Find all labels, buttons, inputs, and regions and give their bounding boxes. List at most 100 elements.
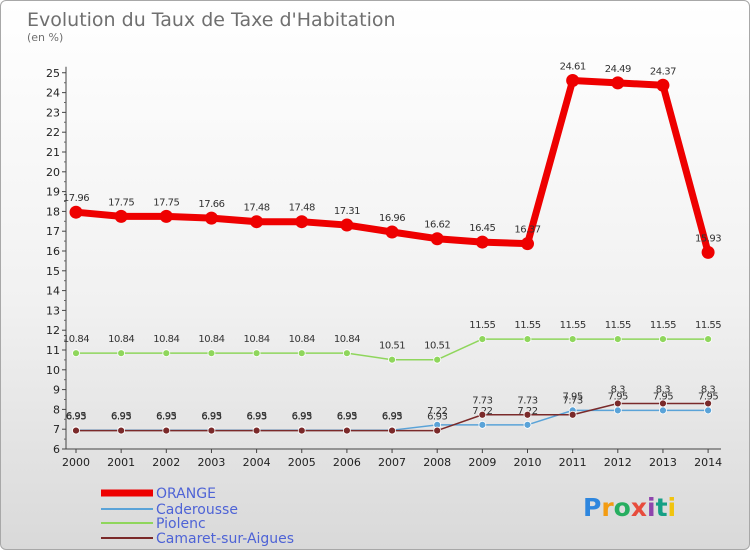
logo-text: Proxiti: [583, 493, 676, 522]
data-point: [385, 225, 399, 239]
data-label: 6.93: [246, 412, 266, 423]
data-point: [162, 426, 171, 435]
series-orange: 17.96 17.75 17.75 17.66 17.48 17.48 17.31 16.96…: [63, 62, 722, 259]
data-label: 6.95: [292, 411, 312, 422]
data-label: 6.95: [201, 411, 221, 422]
data-point: [297, 426, 306, 435]
y-tick-label: 19: [46, 186, 60, 199]
data-label: 16.45: [469, 223, 495, 234]
data-label: 11.55: [695, 320, 721, 331]
legend-item: Caderousse: [101, 502, 238, 518]
x-tick-label: 2007: [378, 456, 406, 469]
data-label: 7.73: [517, 396, 537, 407]
x-tick-label: 2010: [514, 456, 542, 469]
data-label: 6.95: [382, 411, 402, 422]
data-label: 10.84: [108, 334, 134, 345]
data-label: 8.3: [656, 384, 671, 395]
data-point: [478, 335, 487, 344]
legend-label: ORANGE: [156, 486, 216, 502]
y-tick-label: 11: [46, 344, 60, 357]
data-label: 10.84: [63, 334, 89, 345]
data-point: [613, 399, 622, 408]
data-point: [613, 335, 622, 344]
legend-label: Caderousse: [156, 502, 238, 518]
y-tick-label: 12: [46, 324, 60, 337]
legend-item: Camaret-sur-Aigues: [101, 531, 294, 547]
data-point: [475, 235, 489, 249]
data-point: [252, 426, 261, 435]
data-label: 6.93: [292, 412, 312, 423]
data-label: 7.73: [563, 396, 583, 407]
data-label: 17.75: [108, 197, 134, 208]
proxiti-logo: Proxiti: [583, 493, 676, 522]
data-point: [704, 406, 712, 415]
x-tick-label: 2005: [288, 456, 316, 469]
x-tick-label: 2014: [694, 456, 722, 469]
x-tick-label: 2006: [333, 456, 361, 469]
data-label: 15.93: [695, 233, 721, 244]
data-label: 7.95: [698, 391, 718, 402]
y-tick-label: 22: [46, 126, 60, 139]
data-label: 17.96: [63, 193, 89, 204]
data-label: 7.22: [427, 406, 447, 417]
data-point: [72, 349, 80, 358]
data-point: [523, 410, 532, 419]
x-tick-label: 2009: [468, 456, 496, 469]
data-point: [478, 410, 487, 419]
data-point: [388, 355, 396, 364]
data-point: [704, 399, 712, 408]
data-label: 6.93: [427, 412, 447, 423]
data-point: [521, 237, 534, 251]
data-point: [207, 426, 216, 435]
chart-title: Evolution du Taux de Taxe d'Habitation: [27, 9, 396, 31]
data-label: 10.84: [198, 334, 224, 345]
data-label: 16.96: [379, 213, 405, 224]
data-point: [701, 245, 715, 259]
chart-subtitle: (en %): [27, 31, 63, 44]
legend-label: Camaret-sur-Aigues: [156, 531, 294, 547]
y-tick-label: 17: [46, 225, 60, 238]
data-label: 6.93: [382, 412, 402, 423]
y-tick-label: 9: [53, 384, 60, 397]
data-label: 11.55: [605, 320, 631, 331]
data-point: [566, 74, 580, 88]
data-point: [433, 426, 442, 435]
data-label: 10.84: [289, 334, 315, 345]
data-point: [72, 426, 80, 435]
series-camaret-sur-aigues: 6.93 6.93 6.93 6.93 6.93 6.93 6.93 6.93 6.93 7.73…: [66, 384, 716, 435]
x-tick-label: 2002: [152, 456, 180, 469]
data-label: 24.37: [650, 66, 676, 77]
data-point: [430, 232, 444, 246]
data-label: 17.48: [289, 203, 315, 214]
data-point: [252, 349, 261, 358]
y-tick-label: 25: [46, 67, 60, 80]
data-label: 6.93: [201, 412, 221, 423]
y-tick-label: 24: [46, 87, 60, 100]
y-tick-label: 20: [46, 166, 60, 179]
data-point: [342, 349, 351, 358]
data-point: [478, 420, 487, 429]
x-tick-label: 2012: [604, 456, 632, 469]
data-label: 7.95: [563, 391, 583, 402]
x-tick-label: 2013: [649, 456, 677, 469]
data-label: 6.95: [111, 411, 131, 422]
data-label: 10.84: [244, 334, 270, 345]
data-label: 10.51: [424, 341, 450, 352]
x-tick-label: 2000: [62, 456, 90, 469]
data-label: 11.55: [469, 320, 495, 331]
legend-item: Piolenc: [101, 516, 206, 532]
x-tick-label: 2011: [559, 456, 587, 469]
data-label: 16.62: [424, 220, 450, 231]
data-label: 24.49: [605, 64, 631, 75]
data-point: [568, 410, 577, 419]
data-label: 6.93: [111, 412, 131, 423]
data-label: 7.95: [653, 391, 673, 402]
data-label: 10.84: [153, 334, 179, 345]
data-label: 6.95: [246, 411, 266, 422]
data-point: [159, 209, 173, 223]
data-label: 10.84: [334, 334, 360, 345]
series-layer: 10.84 10.84 10.84 10.84 10.84 10.84 10.84 10.51…: [63, 62, 722, 435]
data-point: [659, 406, 667, 415]
data-point: [611, 76, 625, 90]
